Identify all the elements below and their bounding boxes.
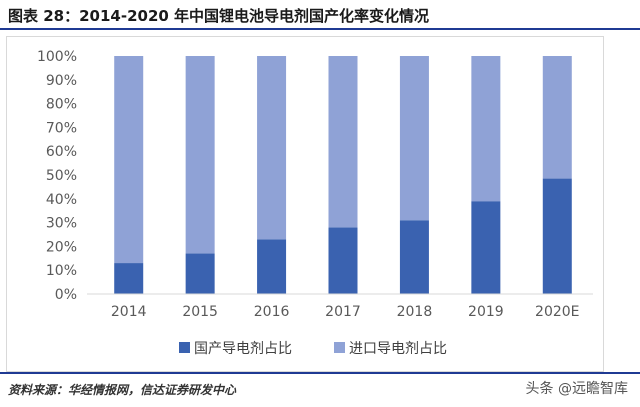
x-tick-label: 2016 [254,304,290,320]
y-tick-label: 90% [46,73,77,89]
y-tick-label: 60% [46,144,77,160]
bar-domestic-share [542,178,572,294]
x-tick-label: 2018 [397,304,433,320]
bar-domestic-share [399,220,429,294]
figure-title: 图表 28：2014-2020 年中国锂电池导电剂国产化率变化情况 [8,7,430,25]
bar-imported-share [328,56,358,228]
bar-imported-share [114,56,144,264]
footer: 资料来源：华经情报网，信达证券研发中心 头条 @远瞻智库 [0,372,640,407]
bar-imported-share [471,56,501,202]
y-tick-label: 20% [46,239,77,255]
x-tick-label: 2014 [111,304,147,320]
y-tick-label: 50% [46,168,77,184]
bar-imported-share [399,56,429,221]
y-tick-label: 30% [46,216,77,232]
bar-domestic-share [257,239,287,294]
legend-label: 进口导电剂占比 [349,341,447,357]
y-tick-label: 10% [46,263,77,279]
watermark: 头条 @远瞻智库 [525,381,628,397]
y-tick-label: 100% [37,49,77,65]
x-tick-label: 2019 [468,304,504,320]
source-note: 资料来源：华经情报网，信达证券研发中心 [8,383,237,397]
chart-area: 0% 10% 20% 30% 40% 50% 60% 70% 80% 90% 100% 2014 201… [6,36,604,372]
bar-imported-share [185,56,215,254]
x-tick-label: 2017 [325,304,361,320]
y-tick-label: 70% [46,120,77,136]
figure-title-bar: 图表 28：2014-2020 年中国锂电池导电剂国产化率变化情况 [0,0,640,30]
legend-swatch [334,342,345,353]
x-tick-label: 2015 [182,304,218,320]
bar-imported-share [257,56,287,240]
y-tick-label: 40% [46,192,77,208]
stacked-bar-chart: 0% 10% 20% 30% 40% 50% 60% 70% 80% 90% 100% 2014 201… [37,49,593,357]
bar-domestic-share [328,227,358,294]
y-tick-label: 80% [46,97,77,113]
x-tick-label: 2020E [535,304,579,320]
legend-swatch [179,342,190,353]
bar-imported-share [542,56,572,179]
bar-domestic-share [185,253,215,294]
bar-domestic-share [471,201,501,294]
bar-domestic-share [114,263,144,294]
legend-label: 国产导电剂占比 [194,341,292,357]
y-tick-label: 0% [55,287,77,303]
